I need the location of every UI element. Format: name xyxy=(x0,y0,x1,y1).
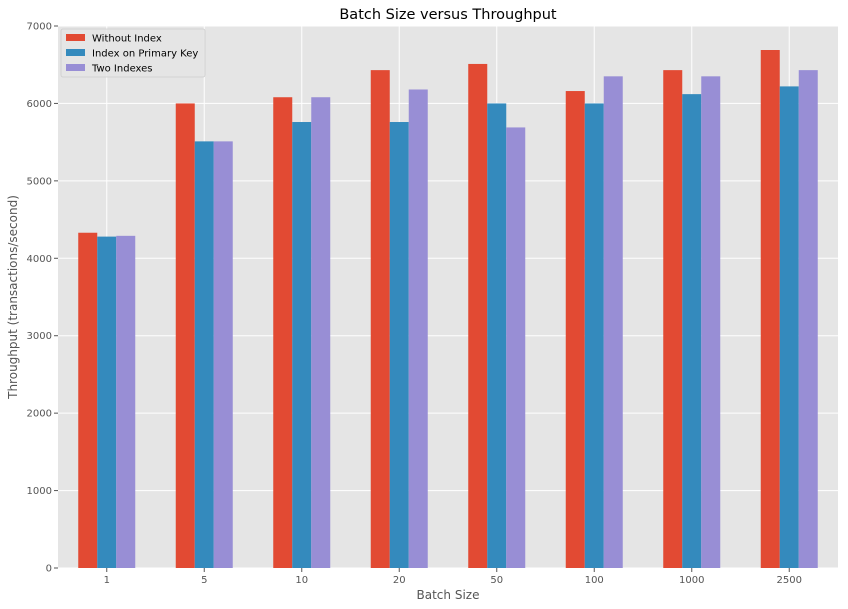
bar xyxy=(798,70,818,569)
bar xyxy=(273,97,293,568)
y-tick-label: 7000 xyxy=(27,22,52,33)
bar xyxy=(311,97,331,568)
x-tick-label: 50 xyxy=(490,575,503,586)
legend-label: Two Indexes xyxy=(91,64,153,75)
bar xyxy=(701,76,721,568)
bar xyxy=(779,86,799,568)
bar xyxy=(389,122,409,569)
y-tick-label: 1000 xyxy=(27,486,52,497)
bar xyxy=(565,91,585,568)
x-tick-label: 20 xyxy=(393,575,406,586)
bar xyxy=(292,122,312,569)
legend-swatch xyxy=(66,64,85,71)
y-axis-label: Throughput (transactions/second) xyxy=(6,195,20,400)
bar xyxy=(663,70,683,569)
bar xyxy=(78,232,98,568)
x-tick-label: 5 xyxy=(201,575,207,586)
bar xyxy=(116,235,136,568)
series-3 xyxy=(116,70,818,569)
bar xyxy=(760,50,780,568)
legend-label: Without Index xyxy=(92,34,162,45)
bar xyxy=(213,141,233,568)
legend-frame xyxy=(60,28,206,78)
legend-swatch xyxy=(66,49,85,56)
x-axis-ticks: 1 5 10 20 50 100 1000 2500 xyxy=(104,568,802,586)
x-tick-label: 2500 xyxy=(777,575,802,586)
y-axis-ticks: 0 1000 2000 3000 4000 5000 6000 7000 xyxy=(27,22,58,575)
series-2 xyxy=(97,86,799,569)
bar xyxy=(603,76,623,568)
bar xyxy=(506,127,526,568)
bar xyxy=(584,103,604,568)
y-tick-label: 5000 xyxy=(27,176,52,187)
x-tick-label: 10 xyxy=(295,575,308,586)
bar xyxy=(97,236,117,568)
x-tick-label: 1 xyxy=(104,575,110,586)
y-tick-label: 3000 xyxy=(27,331,52,342)
bar xyxy=(682,94,702,568)
y-tick-label: 6000 xyxy=(27,99,52,110)
legend: Without Index Index on Primary Key Two Ind… xyxy=(60,28,206,78)
x-axis-label: Batch Size xyxy=(417,588,480,602)
bar xyxy=(468,63,488,568)
legend-swatch xyxy=(66,34,85,41)
bar xyxy=(487,103,507,568)
x-tick-label: 1000 xyxy=(679,575,704,586)
bars xyxy=(78,50,818,569)
bar xyxy=(408,89,428,569)
y-tick-label: 0 xyxy=(46,564,52,575)
chart-title: Batch Size versus Throughput xyxy=(339,7,557,23)
bar xyxy=(370,70,390,569)
series-1 xyxy=(78,50,780,569)
y-tick-label: 2000 xyxy=(27,409,52,420)
bar xyxy=(175,103,195,568)
y-tick-label: 4000 xyxy=(27,254,52,265)
legend-label: Index on Primary Key xyxy=(92,49,198,60)
x-tick-label: 100 xyxy=(585,575,604,586)
plot-area xyxy=(58,26,838,568)
bar xyxy=(194,141,214,568)
